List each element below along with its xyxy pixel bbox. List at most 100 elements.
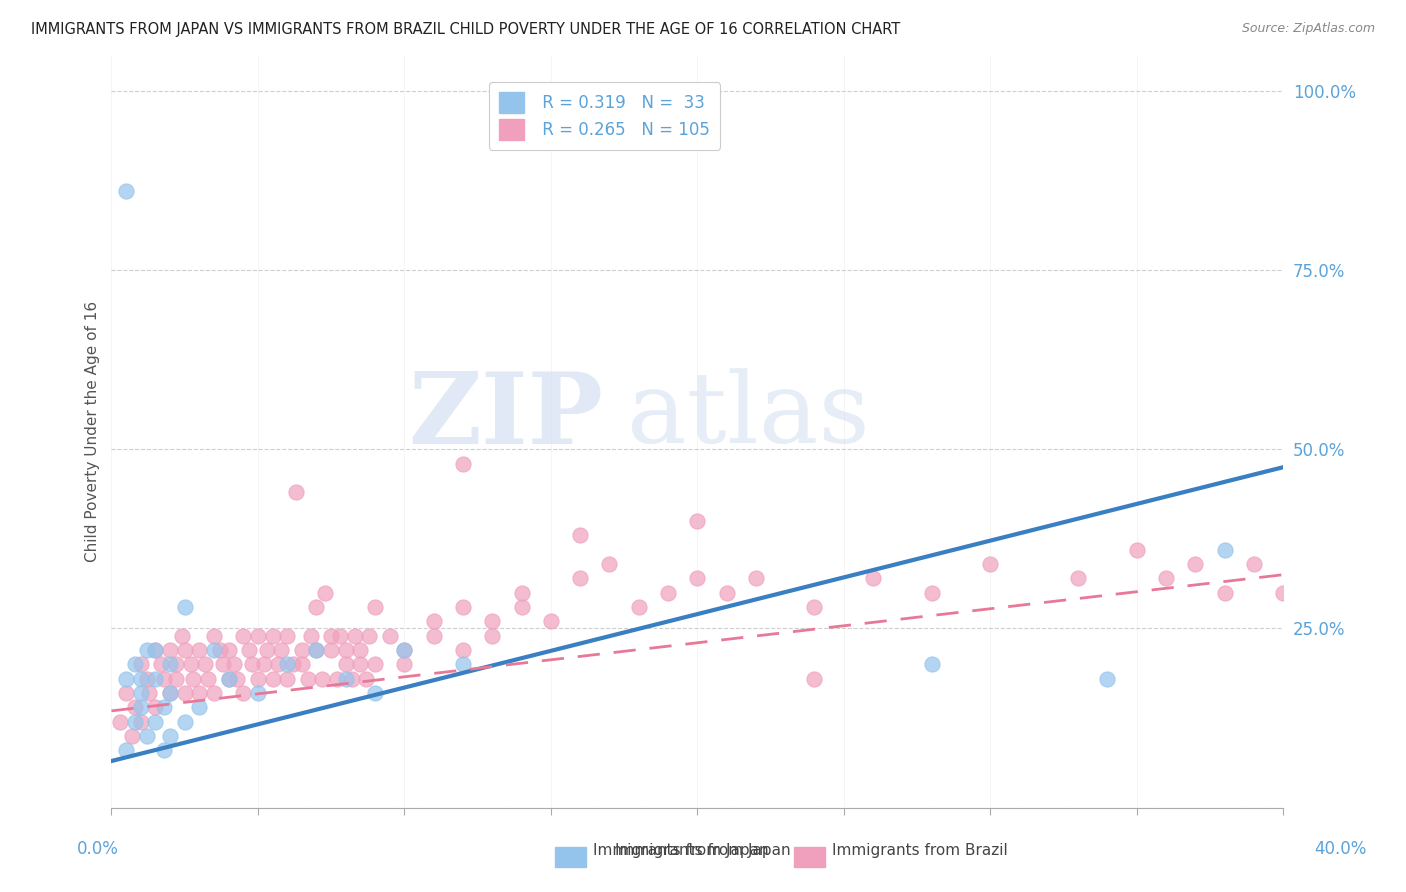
Point [921, 585, 943, 599]
Point [143, 700, 166, 714]
Point [240, 657, 263, 672]
Point [138, 686, 160, 700]
Point [129, 657, 152, 672]
Point [311, 672, 333, 686]
Point [481, 615, 503, 629]
Point [124, 657, 146, 672]
Text: 0.0%: 0.0% [77, 840, 120, 858]
Text: ZIP: ZIP [409, 368, 603, 465]
Point [598, 557, 620, 571]
Point [183, 672, 205, 686]
Point [364, 599, 387, 614]
Text: Immigrants from Japan: Immigrants from Japan [616, 843, 790, 858]
Point [173, 643, 195, 657]
Point [510, 599, 533, 614]
Point [194, 657, 217, 672]
Point [135, 672, 157, 686]
Point [451, 657, 474, 672]
Point [188, 700, 211, 714]
Y-axis label: Child Poverty Under the Age of 16: Child Poverty Under the Age of 16 [86, 301, 100, 562]
Point [153, 743, 176, 757]
Point [364, 686, 387, 700]
Point [481, 629, 503, 643]
Point [1125, 542, 1147, 557]
Point [143, 643, 166, 657]
Point [246, 629, 269, 643]
Point [153, 700, 176, 714]
Point [540, 615, 562, 629]
Point [921, 657, 943, 672]
Point [335, 643, 357, 657]
Point [173, 599, 195, 614]
Point [135, 729, 157, 743]
Point [129, 700, 152, 714]
Point [329, 629, 352, 643]
Text: Immigrants from Brazil: Immigrants from Brazil [832, 843, 1008, 858]
Point [394, 643, 416, 657]
Point [803, 672, 825, 686]
Point [451, 599, 474, 614]
Point [340, 672, 363, 686]
Point [297, 672, 319, 686]
Point [173, 714, 195, 729]
Point [159, 657, 181, 672]
Point [319, 643, 342, 657]
Point [253, 657, 276, 672]
Point [124, 714, 146, 729]
Point [115, 686, 138, 700]
Point [218, 643, 240, 657]
Point [129, 714, 152, 729]
Point [208, 643, 231, 657]
Point [159, 686, 181, 700]
Point [569, 571, 592, 585]
Point [510, 585, 533, 599]
Point [276, 672, 298, 686]
Point [202, 629, 225, 643]
Point [218, 672, 240, 686]
Point [256, 643, 278, 657]
Text: 40.0%: 40.0% [1315, 840, 1367, 858]
Point [165, 672, 187, 686]
Point [129, 686, 152, 700]
Point [394, 643, 416, 657]
Point [108, 714, 131, 729]
Point [451, 457, 474, 471]
Point [170, 629, 193, 643]
Point [284, 485, 307, 500]
Point [188, 643, 211, 657]
Point [232, 629, 254, 643]
Point [314, 585, 336, 599]
Point [124, 700, 146, 714]
Point [803, 599, 825, 614]
Point [1184, 557, 1206, 571]
Point [150, 657, 173, 672]
Text: Immigrants from Japan: Immigrants from Japan [593, 843, 769, 858]
Text: atlas: atlas [627, 368, 870, 464]
Point [135, 643, 157, 657]
Text: IMMIGRANTS FROM JAPAN VS IMMIGRANTS FROM BRAZIL CHILD POVERTY UNDER THE AGE OF 1: IMMIGRANTS FROM JAPAN VS IMMIGRANTS FROM… [31, 22, 900, 37]
Point [159, 686, 181, 700]
Point [354, 672, 377, 686]
Point [281, 657, 304, 672]
Point [143, 714, 166, 729]
Point [153, 672, 176, 686]
Point [1272, 585, 1295, 599]
Point [305, 643, 328, 657]
Point [422, 629, 444, 643]
Point [270, 643, 292, 657]
Point [276, 629, 298, 643]
Point [686, 514, 709, 528]
Point [143, 672, 166, 686]
Point [359, 629, 381, 643]
Point [305, 599, 328, 614]
Point [378, 629, 401, 643]
Point [422, 615, 444, 629]
Point [745, 571, 768, 585]
Point [394, 657, 416, 672]
Point [267, 657, 290, 672]
Point [335, 657, 357, 672]
Point [188, 686, 211, 700]
Point [226, 672, 249, 686]
Point [657, 585, 679, 599]
Point [246, 672, 269, 686]
